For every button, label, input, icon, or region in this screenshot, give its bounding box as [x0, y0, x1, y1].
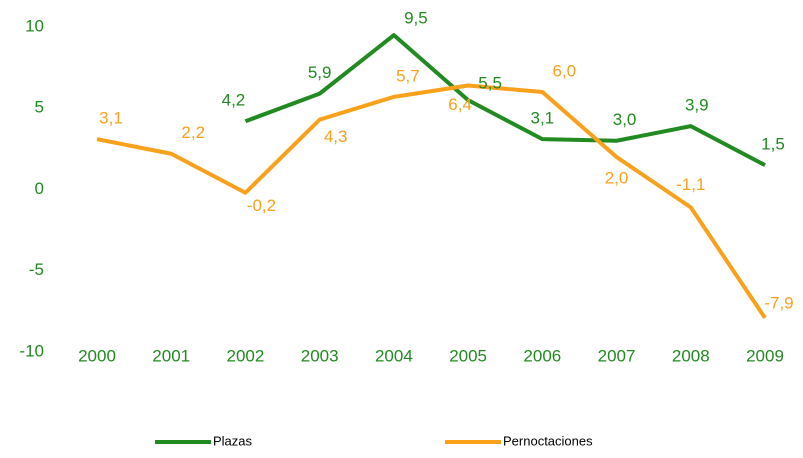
x-tick-label: 2008	[672, 346, 710, 365]
legend-label: Pernoctaciones	[503, 433, 593, 448]
data-label: 3,1	[531, 109, 555, 128]
data-label: -1,1	[676, 175, 705, 194]
legend-label: Plazas	[213, 433, 253, 448]
data-label: 6,0	[553, 61, 577, 80]
data-label: 4,3	[324, 127, 348, 146]
y-tick-label: -5	[29, 260, 44, 279]
x-tick-label: 2004	[375, 346, 413, 365]
data-label: 1,5	[761, 135, 785, 154]
x-tick-label: 2001	[152, 346, 190, 365]
data-label: 3,9	[685, 96, 709, 115]
x-tick-label: 2006	[523, 346, 561, 365]
data-label: 3,0	[613, 110, 637, 129]
x-tick-label: 2007	[598, 346, 636, 365]
data-label: 5,5	[478, 74, 502, 93]
y-tick-label: 5	[35, 98, 44, 117]
data-label: 5,9	[308, 63, 332, 82]
data-label: 2,0	[605, 168, 629, 187]
x-tick-label: 2009	[746, 346, 784, 365]
data-label: 9,5	[404, 9, 428, 28]
data-label: -7,9	[764, 293, 793, 312]
data-label: -0,2	[247, 196, 276, 215]
y-tick-label: -10	[19, 341, 44, 360]
y-tick-label: 10	[25, 16, 44, 35]
y-tick-label: 0	[35, 179, 44, 198]
data-label: 3,1	[99, 109, 123, 128]
series-line	[244, 33, 766, 167]
x-tick-label: 2002	[227, 346, 265, 365]
data-label: 5,7	[396, 66, 420, 85]
series-line	[96, 83, 767, 319]
x-tick-label: 2005	[449, 346, 487, 365]
data-label: 4,2	[222, 91, 246, 110]
x-tick-label: 2003	[301, 346, 339, 365]
x-tick-label: 2000	[78, 346, 116, 365]
data-label: 6,4	[448, 95, 472, 114]
data-label: 2,2	[181, 123, 205, 142]
